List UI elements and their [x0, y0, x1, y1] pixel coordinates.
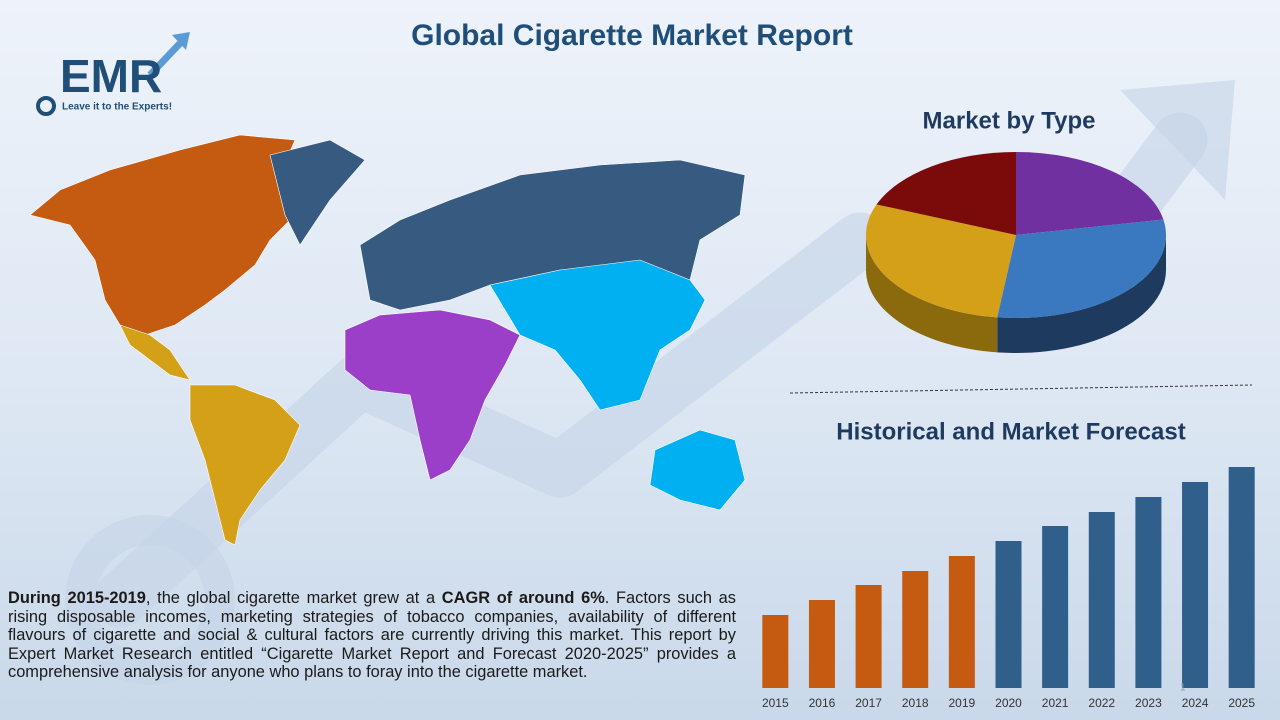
pie-side	[997, 235, 1166, 353]
bar-title: Historical and Market Forecast	[836, 418, 1185, 445]
description-segment: CAGR of around 6%	[441, 589, 605, 607]
pie-chart	[866, 152, 1167, 353]
description-segment: During 2015-2019	[8, 589, 146, 607]
slide-number: 1	[1180, 683, 1186, 694]
north-america	[29, 134, 301, 336]
bar	[855, 585, 882, 688]
x-tick-label: 2023	[1135, 696, 1162, 710]
x-tick-label: 2017	[855, 696, 882, 710]
x-tick-label: 2025	[1228, 696, 1255, 710]
logo-ring	[36, 96, 56, 116]
pie-title: Market by Type	[923, 107, 1096, 134]
x-tick-label: 2020	[995, 696, 1022, 710]
pie-slice	[1016, 152, 1164, 235]
bar	[902, 571, 929, 688]
x-tick-label: 2015	[762, 696, 789, 710]
description-segment: , the global cigarette market grew at a	[145, 589, 442, 607]
bar	[1228, 467, 1255, 688]
bar	[762, 615, 789, 688]
x-tick-label: 2018	[902, 696, 929, 710]
bar-chart: 2015 2016 2017 2018 2019 2020 2021 2022 2023 2024…	[762, 467, 1255, 710]
central-america	[119, 324, 191, 381]
pie-slice	[997, 219, 1167, 318]
x-tick-label: 2022	[1088, 696, 1115, 710]
greenland	[269, 139, 366, 246]
asia	[489, 259, 706, 411]
logo-text: EMR	[60, 50, 162, 102]
x-tick-label: 2016	[809, 696, 836, 710]
x-tick-label: 2024	[1182, 696, 1209, 710]
description: During 2015-2019, the global cigarette m…	[8, 589, 736, 682]
bar	[948, 556, 975, 688]
bar	[808, 600, 835, 688]
logo-tagline: Leave it to the Experts!	[62, 102, 172, 113]
bg-arrow-head	[1120, 80, 1235, 200]
logo: EMR Leave it to the Experts!	[36, 32, 190, 116]
bg-circle	[65, 515, 235, 685]
pie-side	[866, 235, 998, 353]
world-map	[29, 134, 746, 546]
australia	[649, 429, 746, 511]
x-tick-label: 2021	[1042, 696, 1069, 710]
separator	[789, 384, 1253, 394]
bar	[1135, 497, 1162, 688]
page-title: Global Cigarette Market Report	[411, 19, 853, 52]
europe-russia	[359, 159, 746, 311]
description-segment: . Factors such as rising disposable inco…	[8, 589, 736, 682]
logo-arrow-head	[172, 32, 190, 50]
bar	[1182, 482, 1209, 688]
pie-slice	[876, 152, 1016, 235]
x-tick-label: 2019	[949, 696, 976, 710]
bar	[995, 541, 1022, 688]
bar	[1088, 512, 1115, 688]
south-america	[189, 384, 301, 546]
africa	[344, 309, 521, 481]
bar	[1042, 526, 1069, 688]
pie-slice	[866, 204, 1016, 318]
